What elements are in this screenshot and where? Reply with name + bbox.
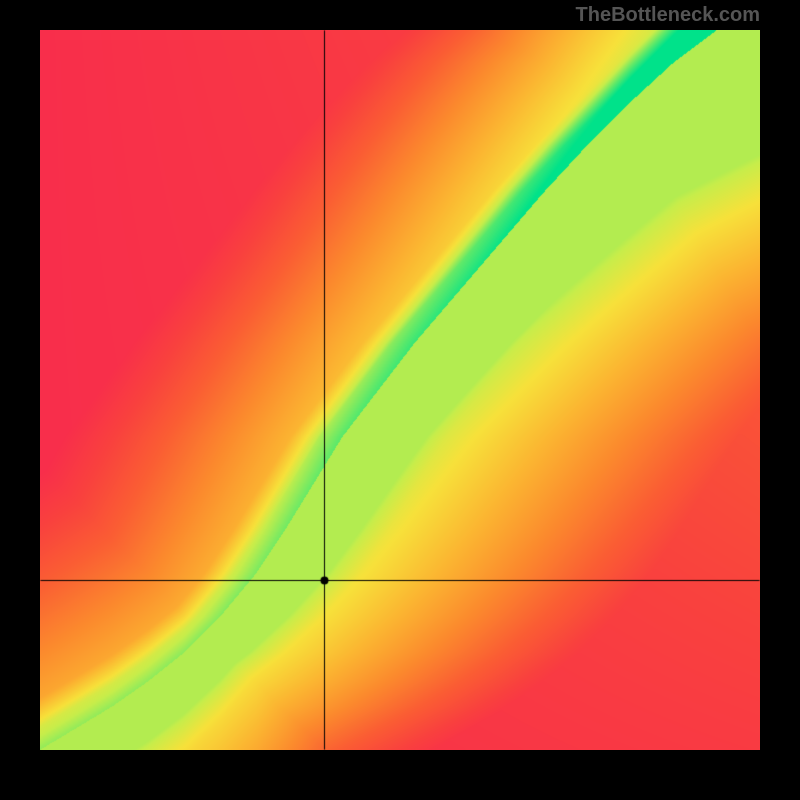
heatmap-plot [40, 30, 760, 750]
watermark-text: TheBottleneck.com [576, 4, 760, 27]
chart-container: TheBottleneck.com [0, 0, 800, 800]
heatmap-canvas [40, 30, 760, 750]
